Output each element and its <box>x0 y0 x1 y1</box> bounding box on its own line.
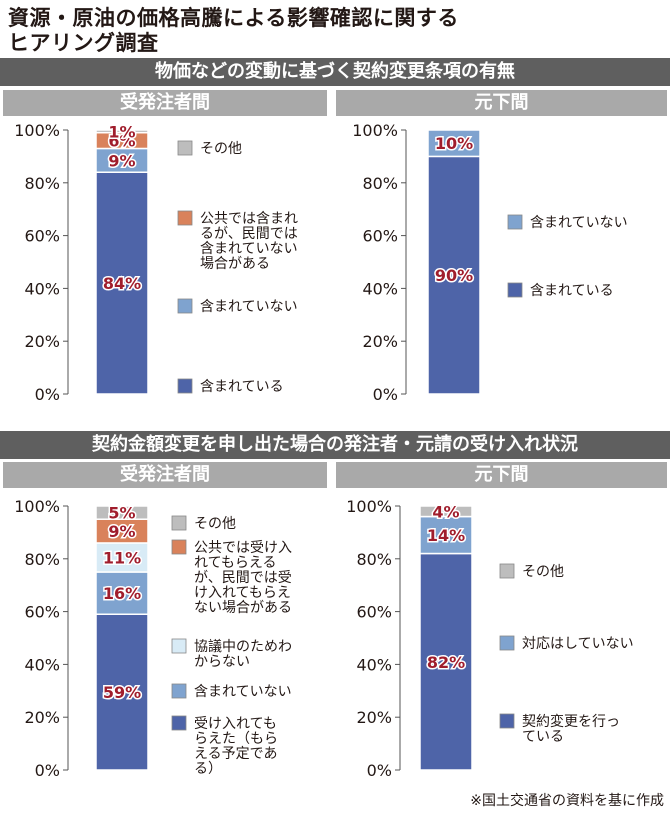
chart1-data-label-1: 84% <box>103 274 141 293</box>
chart1-y-tick-label: 0% <box>35 385 60 404</box>
chart3-bar-segment-3 <box>95 542 149 573</box>
chart1-legend-swatch-4 <box>177 378 193 394</box>
chart3-y-tick-label: 20% <box>24 708 60 727</box>
chart3-legend-label-2: け入れてもらえ <box>194 585 291 601</box>
chart3-legend-label-2: が、民間では受 <box>194 570 292 586</box>
chart1-legend-label-1: その他 <box>200 141 242 157</box>
chart4-y-tick-label: 40% <box>356 655 392 674</box>
chart3-data-label-5: 5% <box>108 504 135 523</box>
chart2-legend-swatch-2 <box>507 282 523 298</box>
chart2-data-label-1: 90% <box>435 266 473 285</box>
chart4-bar-segment-3 <box>419 505 473 518</box>
chart4-y-tick-label: 80% <box>356 550 392 569</box>
chart4-legend-label-2: 対応はしていない <box>522 636 634 652</box>
chart3-legend-label-1: その他 <box>194 516 236 532</box>
chart4-y-tick-label: 100% <box>346 497 392 516</box>
chart1-legend-label-2: 公共では含まれ <box>200 211 298 227</box>
chart4-legend-label-3: 契約変更を行っ <box>522 713 620 730</box>
chart3-legend-label-2: 公共では受け入 <box>194 540 292 556</box>
page-title-line2: ヒアリング調査 <box>8 31 159 55</box>
chart1-y-tick-label: 80% <box>24 174 60 193</box>
chart1-y-tick-label: 60% <box>24 227 60 246</box>
chart4-data-label-3: 4% <box>432 502 459 521</box>
chart4-y-tick-label: 20% <box>356 708 392 727</box>
chart3-y-tick-label: 80% <box>24 550 60 569</box>
chart3-bar-segment-2 <box>95 571 149 615</box>
section2-left-header: 受発注者間 <box>3 462 327 488</box>
chart4-legend-label-3: ている <box>522 729 564 745</box>
chart3-data-label-4: 9% <box>108 522 135 541</box>
chart4-legend-swatch-3 <box>499 713 515 729</box>
chart3-data-label-3: 11% <box>103 548 141 567</box>
chart1-legend-swatch-1 <box>177 140 193 156</box>
section2-title: 契約金額変更を申し出た場合の発注者・元請の受け入れ状況 <box>0 431 670 459</box>
chart4-data-label-2: 14% <box>427 526 465 545</box>
chart2-y-tick-label: 40% <box>362 279 398 298</box>
chart4-bar-segment-2 <box>419 515 473 555</box>
chart1-legend-label-2: るが、民間では <box>200 226 298 242</box>
chart2-data-label-2: 10% <box>435 134 473 153</box>
chart3-legend-label-3: からない <box>194 654 250 670</box>
chart1-data-label-3: 6% <box>108 132 135 151</box>
chart2-y-tick-label: 100% <box>352 121 398 140</box>
chart2-legend-swatch-1 <box>507 214 523 230</box>
chart1-legend-label-2: 含まれていない <box>200 241 298 257</box>
chart3-data-label-2: 16% <box>103 584 141 603</box>
chart1-data-label-2: 9% <box>108 151 135 170</box>
chart4-legend-swatch-2 <box>499 635 515 651</box>
chart3-legend-swatch-1 <box>171 515 187 531</box>
chart1-legend-label-4: 含まれている <box>200 379 284 395</box>
chart3-data-label-1: 59% <box>103 683 141 702</box>
chart2-bar-segment-2 <box>427 129 481 158</box>
chart1-legend-label-2: 場合がある <box>200 256 270 272</box>
chart1-y-tick-label: 20% <box>24 332 60 351</box>
chart3-legend-label-3: 協議中のためわ <box>194 638 292 655</box>
section1-left-header: 受発注者間 <box>3 90 327 116</box>
chart2-bar-segment-1 <box>427 155 481 395</box>
section1-title: 物価などの変動に基づく契約変更条項の有無 <box>0 58 670 86</box>
chart2-y-tick-label: 60% <box>362 227 398 246</box>
chart4-legend-label-1: その他 <box>522 564 564 580</box>
chart1-bar-segment-4 <box>95 129 149 134</box>
chart4-data-label-1: 82% <box>427 653 465 672</box>
section2-right-header: 元下間 <box>336 462 667 488</box>
chart3-legend-label-2: ない場合がある <box>194 600 292 616</box>
chart3-legend-label-5: らえた（もら <box>194 731 278 747</box>
chart3-y-tick-label: 0% <box>35 761 60 780</box>
section1-right-header: 元下間 <box>336 90 667 116</box>
source-note: ※国土交通省の資料を基に作成 <box>470 793 664 809</box>
chart3-legend-swatch-2 <box>171 539 187 555</box>
chart3-legend-swatch-5 <box>171 715 187 731</box>
chart1-data-label-4: 1% <box>108 122 135 141</box>
chart3-legend-label-4: 含まれていない <box>194 684 292 700</box>
chart1-y-tick-label: 100% <box>14 121 60 140</box>
chart1-legend-swatch-2 <box>177 210 193 226</box>
chart2-legend-label-2: 含まれている <box>530 283 614 299</box>
chart3-legend-swatch-4 <box>171 683 187 699</box>
chart3-legend-label-2: れてもらえる <box>194 555 276 571</box>
chart3-y-tick-label: 100% <box>14 497 60 516</box>
chart4-y-tick-label: 60% <box>356 603 392 622</box>
chart1-legend-label-3: 含まれていない <box>200 299 298 315</box>
chart4-y-tick-label: 0% <box>367 761 392 780</box>
chart3-legend-label-5: 受け入れても <box>194 716 277 732</box>
chart4-legend-swatch-1 <box>499 563 515 579</box>
chart1-legend-swatch-3 <box>177 298 193 314</box>
chart3-y-tick-label: 60% <box>24 603 60 622</box>
chart3-y-tick-label: 40% <box>24 655 60 674</box>
chart2-legend-label-1: 含まれていない <box>530 215 628 231</box>
chart3-legend-label-5: える予定であ <box>194 746 277 762</box>
chart2-y-tick-label: 80% <box>362 174 398 193</box>
page-title-line1: 資源・原油の価格高騰による影響確認に関する <box>8 6 459 30</box>
chart3-legend-swatch-3 <box>171 638 187 654</box>
chart3-bar-segment-1 <box>95 613 149 771</box>
chart1-y-tick-label: 40% <box>24 279 60 298</box>
chart3-bar-segment-5 <box>95 505 149 520</box>
chart3-legend-label-5: る） <box>194 761 222 777</box>
chart2-y-tick-label: 0% <box>373 385 398 404</box>
chart2-y-tick-label: 20% <box>362 332 398 351</box>
